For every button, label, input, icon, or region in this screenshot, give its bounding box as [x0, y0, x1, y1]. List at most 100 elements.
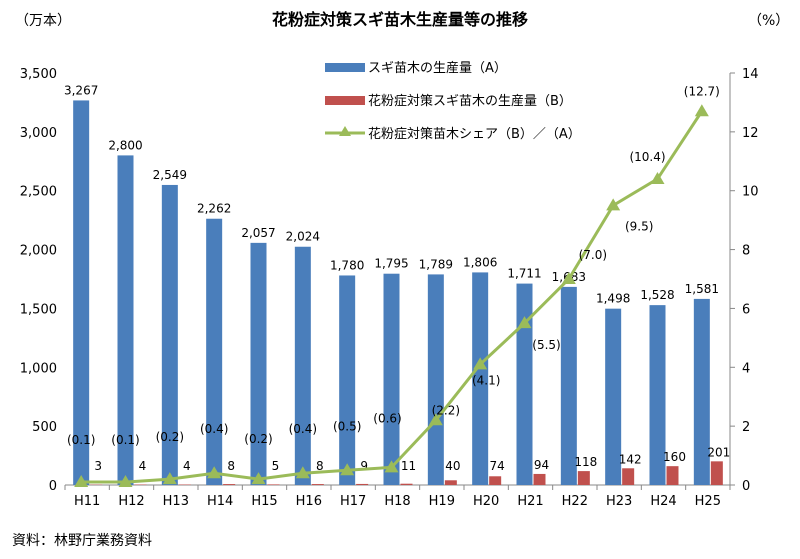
share-marker [517, 316, 532, 329]
x-tick-label: H13 [163, 494, 189, 509]
share-label: (0.4) [200, 422, 228, 436]
right-tick-label: 14 [742, 67, 759, 82]
left-tick-label: 500 [32, 420, 57, 435]
right-tick-label: 0 [742, 479, 750, 494]
bar-a [693, 298, 710, 485]
bar-b [444, 480, 457, 485]
bar-b [223, 484, 236, 485]
x-tick-label: H17 [340, 494, 366, 509]
bar-b [710, 461, 723, 485]
bar-a [206, 218, 223, 485]
chart-title: 花粉症対策スギ苗木生産量等の推移 [272, 10, 528, 29]
legend: スギ苗木の生産量（A） 花粉症対策スギ苗木の生産量（B） 花粉症対策苗木シェア（… [325, 60, 581, 142]
bar-b [400, 483, 413, 485]
bar-a [560, 286, 577, 485]
bar-a-label: 2,800 [108, 138, 142, 152]
bar-a [73, 100, 90, 485]
bar-b-label: 118 [574, 455, 597, 469]
right-tick-label: 6 [742, 302, 750, 317]
share-marker [606, 198, 621, 211]
right-tick-label: 12 [742, 126, 759, 141]
bar-b-label: 11 [401, 459, 416, 473]
bar-a [250, 242, 267, 485]
bar-b-label: 4 [139, 459, 147, 473]
left-tick-label: 2,500 [20, 185, 57, 200]
right-axis-unit: （%） [748, 13, 789, 29]
x-tick-label: H14 [207, 494, 233, 509]
share-marker [650, 171, 665, 184]
share-label: (4.1) [472, 373, 500, 387]
share-marker [118, 475, 133, 488]
right-tick-label: 10 [742, 185, 759, 200]
share-marker [473, 357, 488, 370]
bar-b [311, 484, 324, 485]
bar-a [649, 305, 666, 485]
bar-b-label: 8 [316, 459, 324, 473]
left-tick-label: 3,500 [20, 67, 57, 82]
share-label: (9.5) [625, 219, 653, 233]
left-tick-label: 2,000 [20, 244, 57, 259]
left-tick-label: 1,500 [20, 302, 57, 317]
x-tick-label: H12 [118, 494, 144, 509]
bar-b-label: 9 [360, 459, 368, 473]
x-tick-label: H11 [74, 494, 100, 509]
bar-b-label: 201 [707, 445, 730, 459]
legend-swatch-a [325, 63, 365, 72]
left-axis-unit: （万本） [15, 13, 71, 29]
x-tick-label: H19 [429, 494, 455, 509]
bar-a [117, 155, 134, 485]
x-tick-label: H15 [251, 494, 277, 509]
share-label: (0.1) [67, 433, 95, 447]
share-marker [207, 466, 222, 479]
bar-a [339, 275, 356, 485]
share-label: (0.4) [289, 422, 317, 436]
bar-a-label: 2,549 [153, 168, 187, 182]
share-label: (0.5) [333, 419, 361, 433]
left-tick-label: 0 [49, 479, 57, 494]
bar-b-label: 4 [183, 459, 191, 473]
x-tick-label: H25 [695, 494, 721, 509]
share-marker [295, 466, 310, 479]
bar-a-label: 2,024 [286, 230, 320, 244]
x-tick-label: H23 [606, 494, 632, 509]
share-marker [162, 472, 177, 485]
x-tick-label: H24 [650, 494, 676, 509]
bar-a-label: 1,581 [685, 282, 719, 296]
share-label: (7.0) [579, 248, 607, 262]
bar-b [577, 471, 590, 485]
share-marker [340, 463, 355, 476]
bar-b-label: 8 [227, 459, 235, 473]
legend-label-b: 花粉症対策スギ苗木の生産量（B） [368, 93, 572, 109]
left-tick-label: 3,000 [20, 126, 57, 141]
bar-a-label: 1,789 [419, 257, 453, 271]
share-label: (2.2) [432, 403, 460, 417]
bar-b [666, 466, 679, 485]
bar-b-label: 74 [490, 459, 505, 473]
bar-a-label: 1,795 [374, 257, 408, 271]
bar-a [161, 184, 178, 485]
share-marker [561, 272, 576, 284]
left-tick-label: 1,000 [20, 361, 57, 376]
bar-a [427, 274, 444, 485]
share-label: (5.5) [532, 338, 560, 352]
legend-marker-share [339, 126, 351, 136]
source-note: 資料：林野庁業務資料 [12, 533, 152, 549]
bar-b [356, 483, 369, 485]
right-tick-label: 4 [742, 361, 750, 376]
bar-b [622, 468, 635, 485]
share-marker [428, 413, 443, 426]
x-tick-label: H21 [517, 494, 543, 509]
bar-a [472, 272, 489, 485]
legend-swatch-b [325, 96, 365, 105]
x-tick-label: H18 [384, 494, 410, 509]
bar-a-label: 3,267 [64, 83, 98, 97]
x-tick-label: H16 [296, 494, 322, 509]
bar-a-label: 1,711 [507, 267, 541, 281]
bar-a [383, 273, 400, 485]
share-marker [74, 475, 89, 488]
share-marker [694, 104, 709, 117]
bar-a [294, 246, 311, 485]
x-tick-label: H20 [473, 494, 499, 509]
